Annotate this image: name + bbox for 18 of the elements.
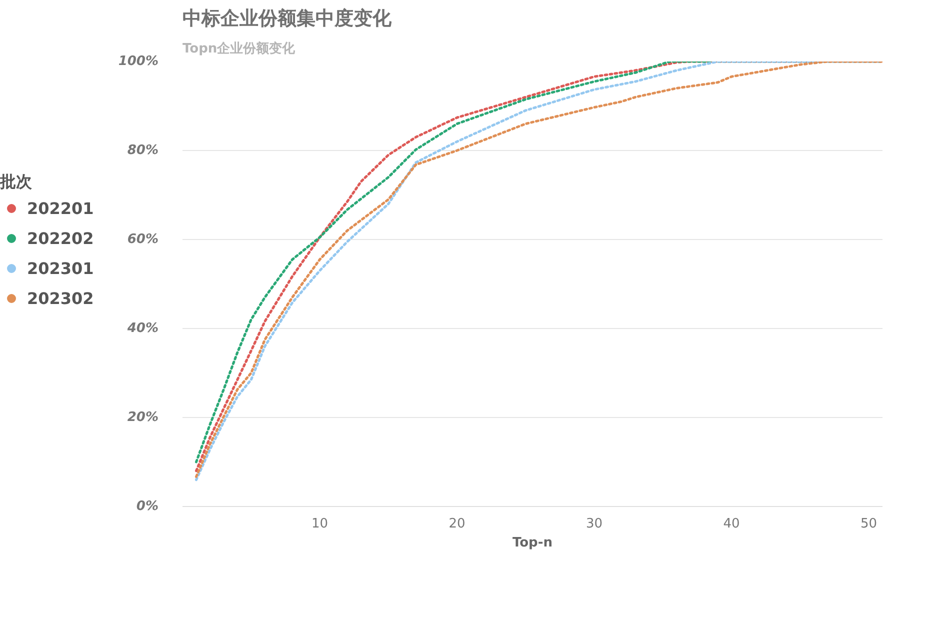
y-tick-label: 80%	[127, 143, 159, 158]
y-tick-label: 40%	[126, 321, 159, 336]
y-tick-label: 0%	[136, 499, 159, 514]
x-tick-label: 40	[723, 516, 740, 532]
legend-label: 202202	[27, 228, 94, 248]
x-tick-label: 10	[311, 516, 328, 532]
y-tick-label: 20%	[127, 410, 159, 425]
x-tick-label: 50	[860, 516, 878, 532]
chart-subtitle: Topn企业份额变化	[182, 40, 296, 56]
x-tick-label: 30	[586, 516, 603, 532]
legend-label: 202301	[27, 258, 94, 278]
legend-label: 202302	[27, 288, 94, 308]
legend-label: 202201	[27, 198, 94, 218]
y-tick-label: 60%	[127, 232, 159, 247]
x-axis-title: Top-n	[512, 536, 553, 550]
x-tick-label: 20	[448, 516, 466, 532]
chart-title: 中标企业份额集中度变化	[182, 8, 392, 30]
y-tick-label: 100%	[118, 54, 159, 69]
